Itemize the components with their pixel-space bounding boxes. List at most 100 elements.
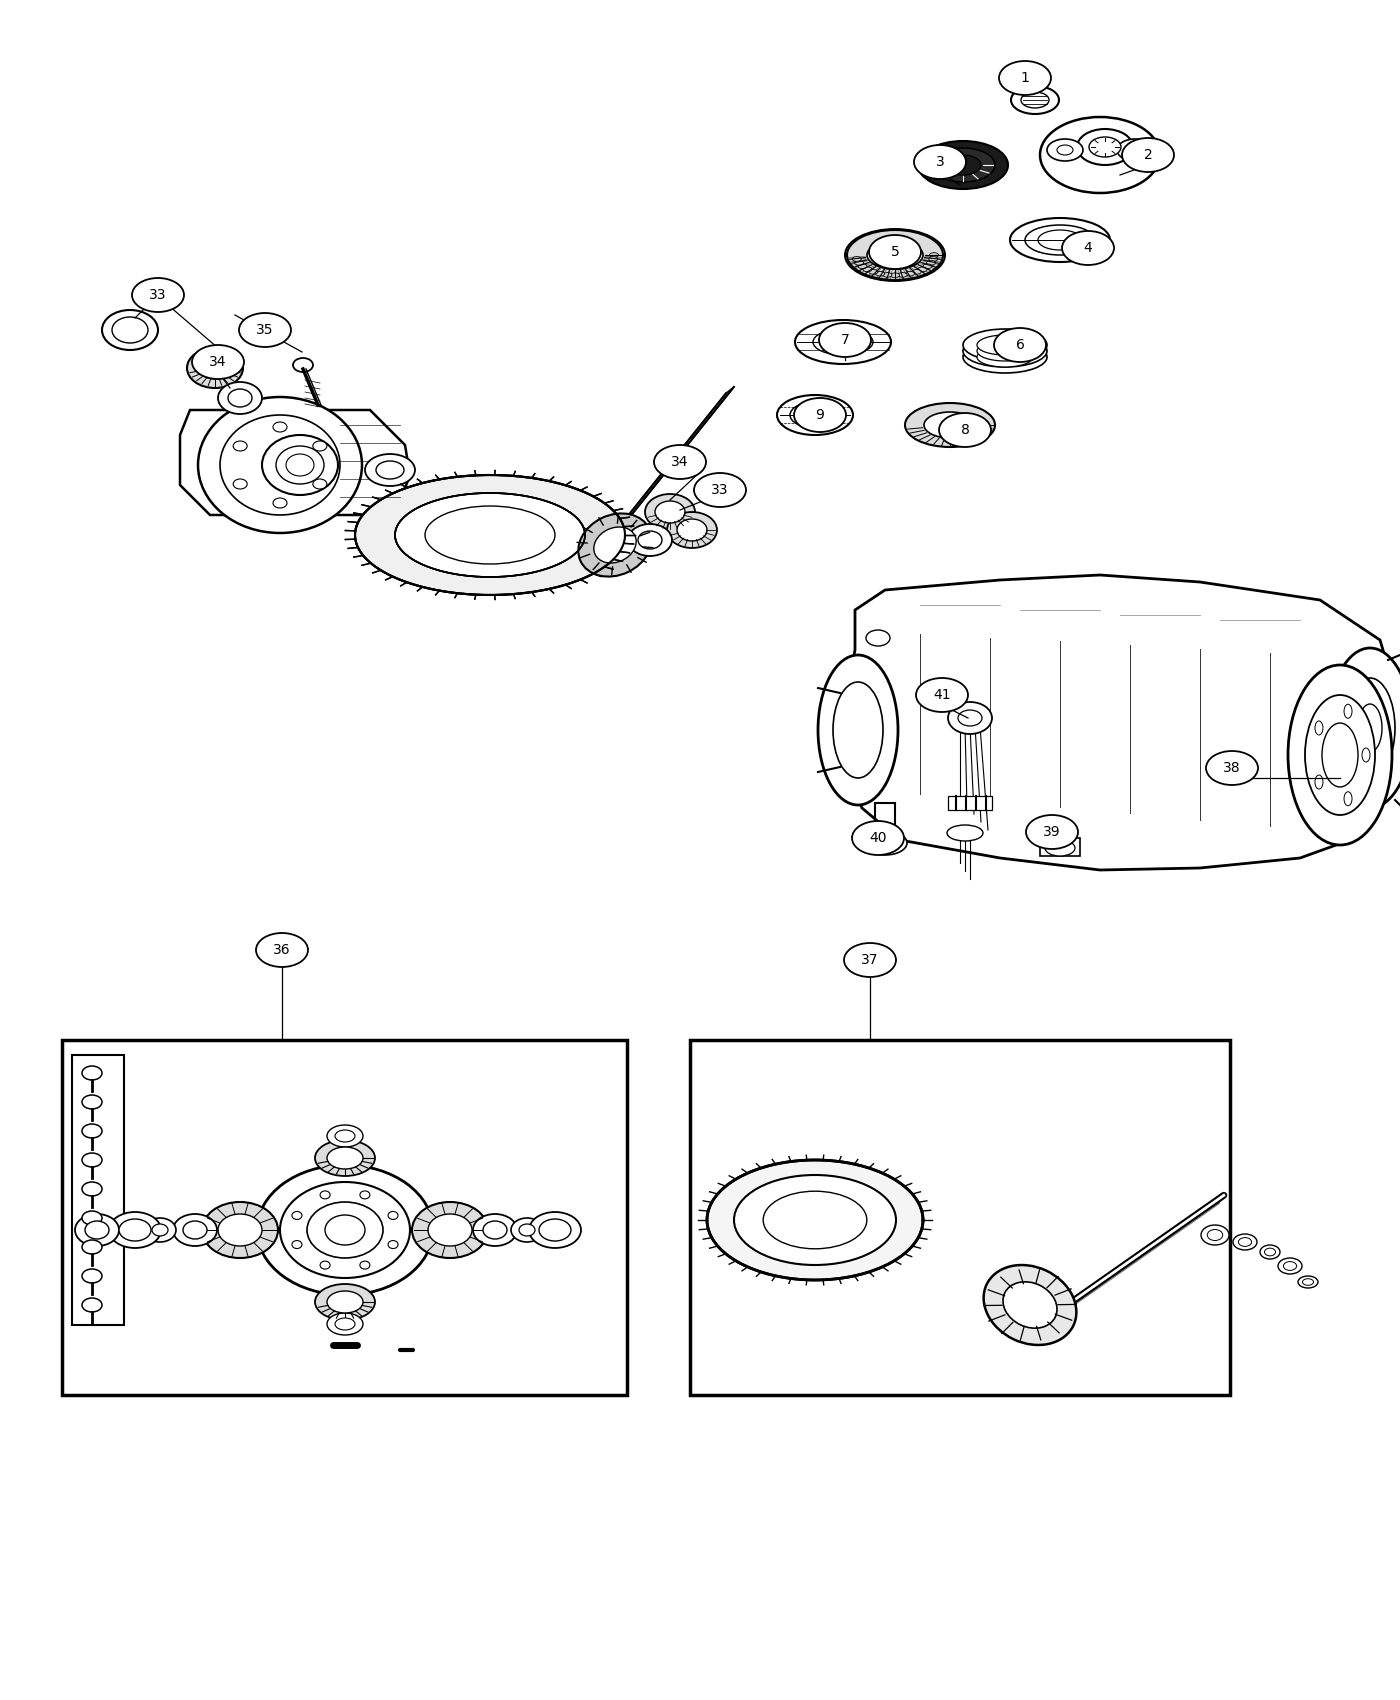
Ellipse shape <box>795 320 890 364</box>
Ellipse shape <box>83 1210 102 1226</box>
Ellipse shape <box>102 309 158 350</box>
Text: 7: 7 <box>840 333 850 347</box>
Ellipse shape <box>85 1221 109 1239</box>
Bar <box>1040 838 1079 857</box>
Ellipse shape <box>629 524 672 556</box>
Ellipse shape <box>1284 1261 1296 1270</box>
Ellipse shape <box>945 155 981 175</box>
Ellipse shape <box>1201 1226 1229 1244</box>
Text: 35: 35 <box>256 323 274 337</box>
Ellipse shape <box>858 264 867 269</box>
Ellipse shape <box>360 1261 370 1270</box>
Ellipse shape <box>655 502 685 524</box>
Ellipse shape <box>948 702 993 734</box>
Ellipse shape <box>1358 704 1382 751</box>
Ellipse shape <box>1117 139 1154 162</box>
Ellipse shape <box>325 1216 365 1244</box>
Ellipse shape <box>906 272 914 275</box>
Ellipse shape <box>1063 231 1114 265</box>
Ellipse shape <box>256 933 308 967</box>
Ellipse shape <box>890 274 899 277</box>
Text: 39: 39 <box>1043 824 1061 840</box>
Ellipse shape <box>315 1284 375 1319</box>
Text: 38: 38 <box>1224 762 1240 775</box>
Ellipse shape <box>763 1192 867 1249</box>
Ellipse shape <box>963 330 1047 360</box>
Bar <box>948 796 993 809</box>
Ellipse shape <box>1302 1278 1313 1285</box>
Ellipse shape <box>867 631 890 646</box>
Ellipse shape <box>473 1214 517 1246</box>
Text: 40: 40 <box>869 831 886 845</box>
Ellipse shape <box>218 382 262 415</box>
Ellipse shape <box>707 1159 923 1280</box>
Ellipse shape <box>365 454 414 486</box>
Ellipse shape <box>83 1153 102 1166</box>
Ellipse shape <box>388 1212 398 1219</box>
Ellipse shape <box>1127 144 1142 155</box>
Ellipse shape <box>328 1125 363 1148</box>
Ellipse shape <box>286 454 314 476</box>
Ellipse shape <box>963 335 1047 367</box>
Ellipse shape <box>819 323 871 357</box>
Ellipse shape <box>293 1241 302 1248</box>
Ellipse shape <box>1322 722 1358 787</box>
Ellipse shape <box>188 348 244 388</box>
Ellipse shape <box>360 1192 370 1198</box>
Ellipse shape <box>867 241 923 269</box>
Ellipse shape <box>1239 1238 1252 1246</box>
Ellipse shape <box>218 1214 262 1246</box>
Ellipse shape <box>977 347 1033 367</box>
Ellipse shape <box>1305 695 1375 814</box>
Ellipse shape <box>1037 230 1082 250</box>
Ellipse shape <box>1040 117 1161 194</box>
Text: 4: 4 <box>1084 241 1092 255</box>
Ellipse shape <box>321 1261 330 1270</box>
Ellipse shape <box>76 1214 119 1246</box>
Ellipse shape <box>790 401 840 428</box>
Ellipse shape <box>412 1202 489 1258</box>
Ellipse shape <box>914 144 966 178</box>
Ellipse shape <box>1047 139 1084 162</box>
Ellipse shape <box>1205 751 1259 785</box>
Ellipse shape <box>312 479 326 490</box>
Ellipse shape <box>1278 1258 1302 1273</box>
Ellipse shape <box>946 824 983 842</box>
Ellipse shape <box>1011 87 1058 114</box>
Ellipse shape <box>1057 144 1072 155</box>
Ellipse shape <box>315 1141 375 1176</box>
Ellipse shape <box>923 264 932 269</box>
Text: 5: 5 <box>890 245 899 258</box>
Ellipse shape <box>273 498 287 508</box>
Ellipse shape <box>813 330 874 355</box>
Ellipse shape <box>511 1217 543 1243</box>
Ellipse shape <box>428 1214 472 1246</box>
Ellipse shape <box>258 1164 433 1295</box>
Ellipse shape <box>862 267 872 272</box>
Ellipse shape <box>426 507 554 564</box>
Ellipse shape <box>666 512 717 547</box>
Ellipse shape <box>1344 704 1352 719</box>
Ellipse shape <box>977 342 1033 360</box>
Ellipse shape <box>276 445 323 484</box>
Ellipse shape <box>645 495 694 530</box>
Ellipse shape <box>273 422 287 432</box>
Ellipse shape <box>519 1224 535 1236</box>
Ellipse shape <box>1329 648 1400 808</box>
Ellipse shape <box>958 711 981 726</box>
Ellipse shape <box>234 479 248 490</box>
Ellipse shape <box>868 241 923 269</box>
Ellipse shape <box>1298 1277 1317 1289</box>
Ellipse shape <box>918 267 927 272</box>
Ellipse shape <box>694 473 746 507</box>
Text: 34: 34 <box>671 456 689 469</box>
Ellipse shape <box>1002 1282 1057 1328</box>
Ellipse shape <box>234 440 248 450</box>
Ellipse shape <box>853 821 904 855</box>
Ellipse shape <box>132 279 183 313</box>
Ellipse shape <box>1264 1248 1275 1256</box>
Ellipse shape <box>192 345 244 379</box>
Ellipse shape <box>183 1221 207 1239</box>
Ellipse shape <box>904 403 995 447</box>
Ellipse shape <box>1315 775 1323 789</box>
